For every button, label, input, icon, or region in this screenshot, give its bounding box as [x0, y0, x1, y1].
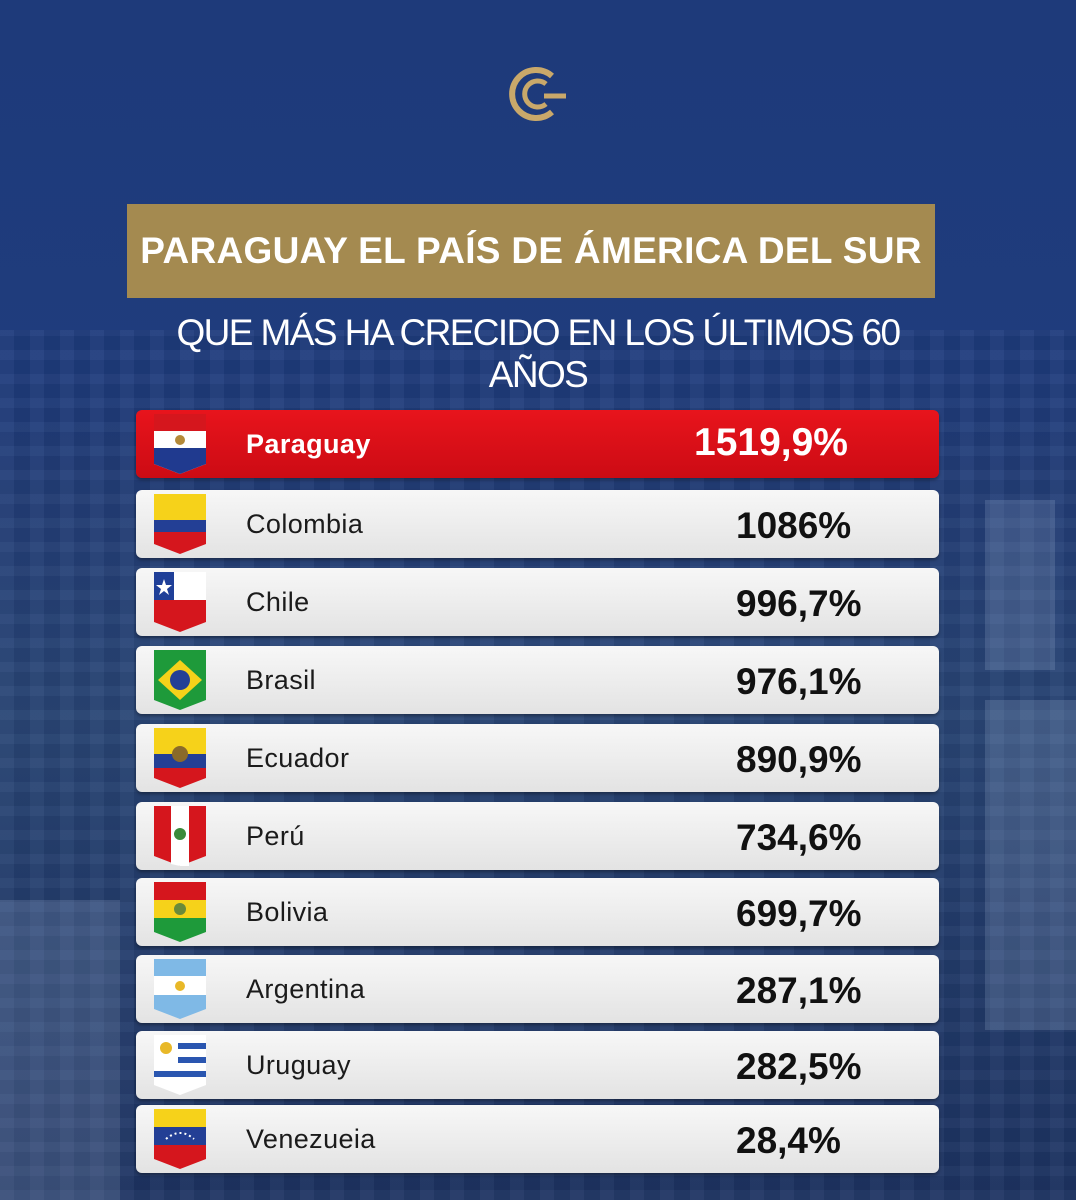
peru-flag-icon: [154, 806, 206, 866]
country-name: Perú: [246, 821, 305, 851]
table-row-uruguay: Uruguay 282,5%: [136, 1031, 939, 1099]
value-label: 28,4%: [736, 1120, 841, 1161]
table-row-ecuador: Ecuador 890,9%: [136, 724, 939, 792]
logo-icon: [509, 67, 566, 121]
venezuela-flag-icon: [154, 1109, 206, 1169]
table-row-colombia: Colombia 1086%: [136, 490, 939, 558]
country-name: Ecuador: [246, 743, 350, 773]
title-banner: PARAGUAY EL PAÍS DE ÁMERICA DEL SUR: [127, 204, 935, 298]
country-name: Bolivia: [246, 897, 329, 927]
value-label: 734,6%: [736, 817, 862, 858]
paraguay-flag-icon: [154, 414, 206, 474]
table-row-paraguay: Paraguay 1519,9%: [136, 410, 939, 478]
table-row-bolivia: Bolivia 699,7%: [136, 878, 939, 946]
uruguay-flag-icon: [154, 1035, 206, 1095]
argentina-flag-icon: [154, 959, 206, 1019]
page-subtitle: QUE MÁS HA CRECIDO EN LOS ÚLTIMOS 60 AÑO…: [176, 312, 902, 395]
value-label: 282,5%: [736, 1046, 862, 1087]
bolivia-flag-icon: [154, 882, 206, 942]
building-left: [0, 900, 120, 1200]
table-row-brasil: Brasil 976,1%: [136, 646, 939, 714]
value-label: 890,9%: [736, 739, 862, 780]
chile-flag-icon: [154, 572, 206, 632]
value-label: 1519,9%: [694, 421, 848, 464]
table-row-argentina: Argentina 287,1%: [136, 955, 939, 1023]
value-label: 996,7%: [736, 583, 862, 624]
value-label: 699,7%: [736, 893, 862, 934]
country-name: Uruguay: [246, 1050, 351, 1080]
value-label: 1086%: [736, 505, 852, 546]
value-label: 287,1%: [736, 970, 862, 1011]
brazil-flag-icon: [154, 650, 206, 710]
page-title: PARAGUAY EL PAÍS DE ÁMERICA DEL SUR: [140, 230, 922, 271]
country-name: Venezueia: [246, 1124, 376, 1154]
building-right: [985, 500, 1055, 670]
value-label: 976,1%: [736, 661, 862, 702]
building-right-lower: [985, 700, 1076, 1030]
colombia-flag-icon: [154, 494, 206, 554]
country-name: Paraguay: [246, 429, 371, 459]
table-row-venezuela: Venezueia 28,4%: [136, 1105, 939, 1173]
country-name: Colombia: [246, 509, 364, 539]
ecuador-flag-icon: [154, 728, 206, 788]
country-name: Chile: [246, 587, 310, 617]
table-row-chile: Chile 996,7%: [136, 568, 939, 636]
table-row-peru: Perú 734,6%: [136, 802, 939, 870]
country-name: Argentina: [246, 974, 366, 1004]
country-name: Brasil: [246, 665, 316, 695]
